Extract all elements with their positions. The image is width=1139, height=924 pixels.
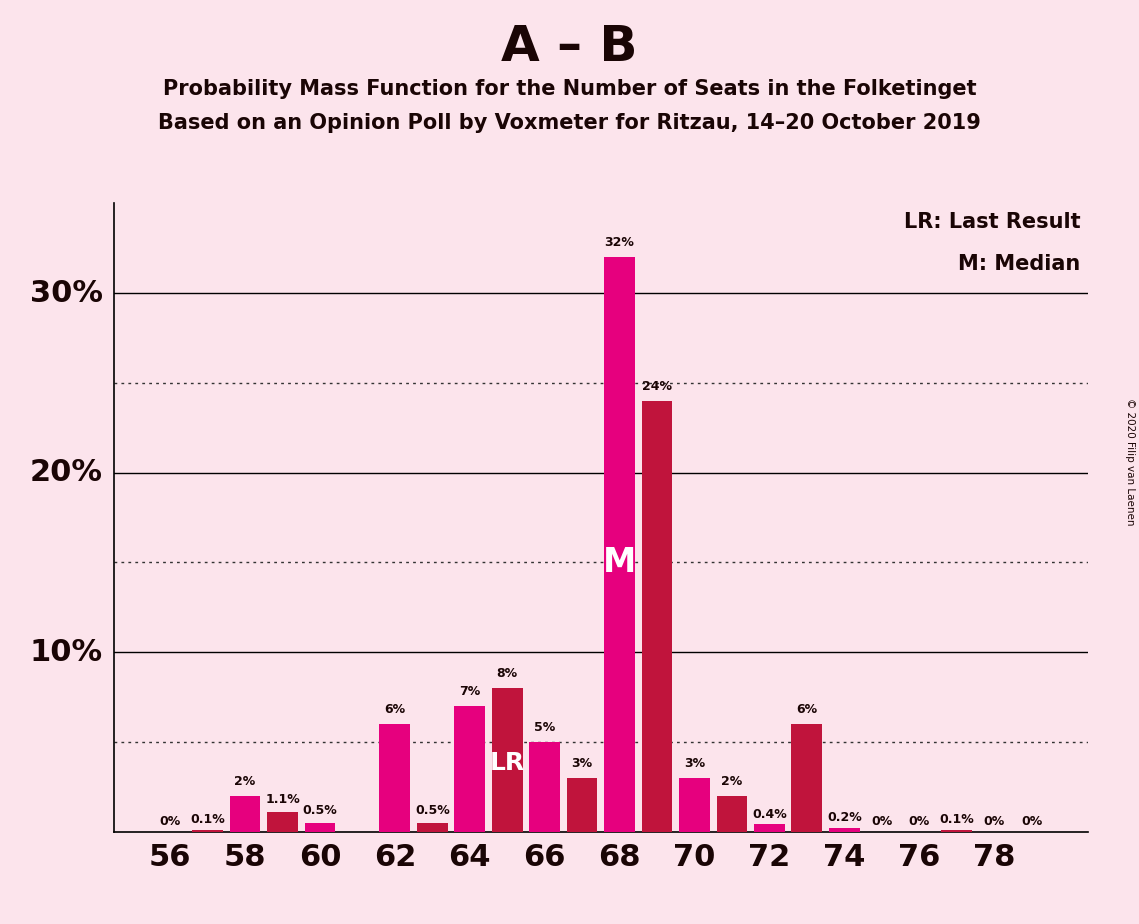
Text: M: M <box>603 546 637 578</box>
Text: 8%: 8% <box>497 667 518 680</box>
Text: 0.4%: 0.4% <box>752 808 787 821</box>
Text: 0%: 0% <box>159 815 181 828</box>
Text: 3%: 3% <box>683 757 705 770</box>
Text: © 2020 Filip van Laenen: © 2020 Filip van Laenen <box>1125 398 1134 526</box>
Text: 0.1%: 0.1% <box>940 813 974 826</box>
Text: 2%: 2% <box>235 774 255 787</box>
Bar <box>716 796 747 832</box>
Text: 0%: 0% <box>1021 815 1042 828</box>
Text: 2%: 2% <box>721 774 743 787</box>
Text: 0.1%: 0.1% <box>190 813 224 826</box>
Text: 0%: 0% <box>983 815 1005 828</box>
Bar <box>679 778 710 832</box>
Text: 5%: 5% <box>534 721 556 734</box>
Text: 30%: 30% <box>30 278 103 308</box>
Text: LR: LR <box>490 751 525 775</box>
Bar <box>492 688 523 832</box>
Bar <box>641 401 672 832</box>
Bar <box>530 742 560 832</box>
Text: 0.5%: 0.5% <box>303 804 337 817</box>
Bar <box>754 824 785 832</box>
Text: 0.2%: 0.2% <box>827 811 862 824</box>
Bar <box>829 828 860 832</box>
Text: 1.1%: 1.1% <box>265 794 300 807</box>
Text: A – B: A – B <box>501 23 638 71</box>
Bar <box>567 778 598 832</box>
Text: 7%: 7% <box>459 685 481 698</box>
Text: 6%: 6% <box>796 703 818 716</box>
Text: 0%: 0% <box>871 815 892 828</box>
Bar <box>230 796 261 832</box>
Bar <box>604 257 634 832</box>
Bar <box>379 723 410 832</box>
Text: 24%: 24% <box>642 380 672 393</box>
Text: LR: Last Result: LR: Last Result <box>903 213 1080 232</box>
Bar <box>304 822 335 832</box>
Text: 20%: 20% <box>30 458 103 487</box>
Bar <box>792 723 822 832</box>
Text: 0.5%: 0.5% <box>415 804 450 817</box>
Text: Based on an Opinion Poll by Voxmeter for Ritzau, 14–20 October 2019: Based on an Opinion Poll by Voxmeter for… <box>158 113 981 133</box>
Bar <box>267 812 297 832</box>
Text: Probability Mass Function for the Number of Seats in the Folketinget: Probability Mass Function for the Number… <box>163 79 976 99</box>
Bar <box>192 830 223 832</box>
Text: M: Median: M: Median <box>958 253 1080 274</box>
Bar <box>454 706 485 832</box>
Text: 32%: 32% <box>605 236 634 249</box>
Text: 6%: 6% <box>384 703 405 716</box>
Text: 10%: 10% <box>30 638 103 666</box>
Bar <box>941 830 972 832</box>
Text: 0%: 0% <box>909 815 929 828</box>
Text: 3%: 3% <box>572 757 592 770</box>
Bar <box>417 822 448 832</box>
